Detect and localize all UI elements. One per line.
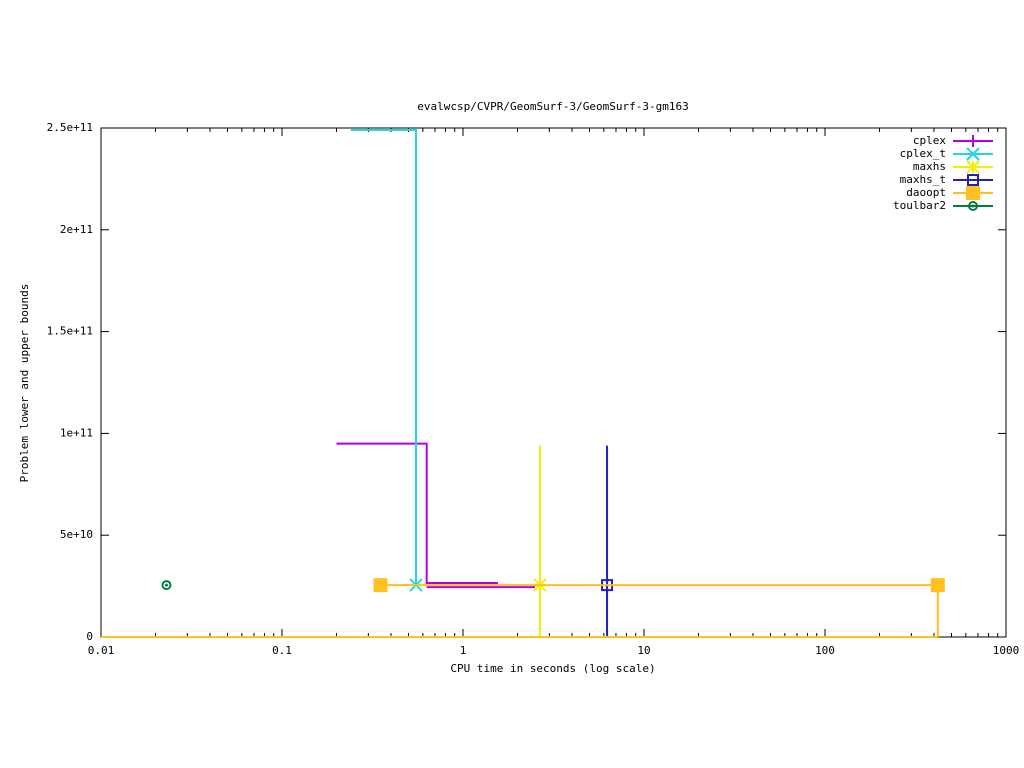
series-line — [380, 584, 939, 637]
legend-label: daoopt — [906, 186, 946, 199]
legend-marker — [966, 186, 980, 200]
legend-marker — [966, 147, 980, 161]
y-tick-label: 2.5e+11 — [47, 121, 93, 134]
legend-marker — [966, 160, 980, 174]
series-line — [350, 129, 418, 586]
marker-dot — [971, 204, 975, 208]
x-tick-label: 0.1 — [272, 644, 292, 657]
x-tick-label: 100 — [815, 644, 835, 657]
marker-dot — [164, 583, 168, 587]
marker — [161, 580, 172, 591]
chart-title: evalwcsp/CVPR/GeomSurf-3/GeomSurf-3-gm16… — [417, 100, 689, 113]
y-tick-label: 1e+11 — [60, 426, 93, 439]
marker — [601, 579, 614, 592]
legend-label: maxhs_t — [900, 173, 946, 186]
legend-label: cplex_t — [900, 147, 946, 160]
legend-marker — [967, 174, 979, 186]
x-tick-label: 1 — [460, 644, 467, 657]
y-tick-label: 2e+11 — [60, 223, 93, 236]
legend-label: cplex — [913, 134, 946, 147]
legend-label: maxhs — [913, 160, 946, 173]
y-tick-label: 5e+10 — [60, 528, 93, 541]
plot-frame — [100, 127, 1007, 638]
legend-label: toulbar2 — [893, 199, 946, 212]
y-tick-label: 1.5e+11 — [47, 325, 93, 338]
y-axis-label: Problem lower and upper bounds — [18, 284, 31, 483]
x-tick-label: 1000 — [993, 644, 1020, 657]
y-tick-label: 0 — [86, 630, 93, 643]
x-axis-label: CPU time in seconds (log scale) — [450, 662, 655, 675]
x-tick-label: 0.01 — [88, 644, 115, 657]
series-line — [336, 442, 498, 585]
marker — [373, 578, 388, 593]
legend-marker — [967, 135, 979, 147]
legend-marker — [967, 201, 979, 211]
x-tick-label: 10 — [637, 644, 650, 657]
marker — [930, 578, 945, 593]
